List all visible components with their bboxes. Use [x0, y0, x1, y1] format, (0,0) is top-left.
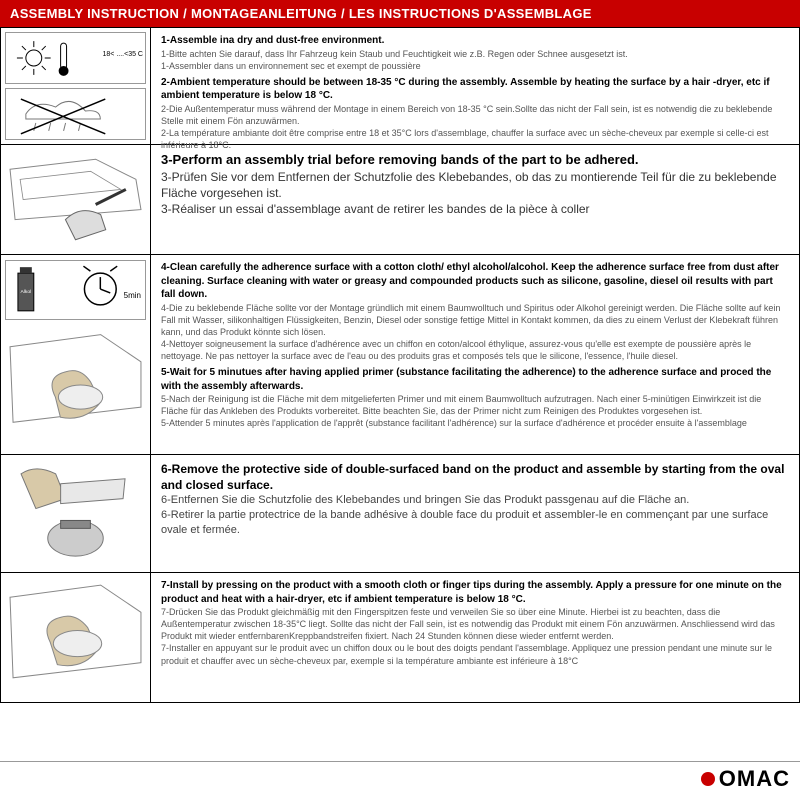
svg-text:Alkol: Alkol	[20, 288, 31, 294]
step-row-5: 7-Install by pressing on the product wit…	[1, 573, 799, 703]
header-bar: ASSEMBLY INSTRUCTION / MONTAGEANLEITUNG …	[0, 0, 800, 27]
sun-thermometer-icon	[6, 33, 145, 83]
timer-label: 5min	[124, 291, 141, 300]
step4-de: 4-Die zu beklebende Fläche sollte vor de…	[161, 302, 789, 338]
step6-de: 6-Entfernen Sie die Schutzfolie des Kleb…	[161, 493, 789, 508]
remove-film-icon	[5, 459, 146, 568]
instruction-sections: 18< ....<35 C 1-Assemble ina dry and dus…	[0, 27, 800, 703]
text-cell-2: 3-Perform an assembly trial before remov…	[151, 145, 799, 254]
step6-fr: 6-Retirer la partie protectrice de la ba…	[161, 508, 789, 538]
text-cell-4: 6-Remove the protective side of double-s…	[151, 455, 799, 572]
step1-fr: 1-Assembler dans un environnement sec et…	[161, 60, 789, 72]
text-cell-3: 4-Clean carefully the adherence surface …	[151, 255, 799, 454]
logo-dot-icon	[701, 772, 715, 786]
illustration-cell-4	[1, 455, 151, 572]
step3-fr: 3-Réaliser un essai d'assemblage avant d…	[161, 201, 789, 217]
press-install-icon	[5, 577, 146, 698]
brand-logo: OMAC	[701, 766, 790, 792]
step6-en: 6-Remove the protective side of double-s…	[161, 461, 789, 493]
step3-en: 3-Perform an assembly trial before remov…	[161, 151, 789, 169]
text-cell-5: 7-Install by pressing on the product wit…	[151, 573, 799, 702]
step2-en: 2-Ambient temperature should be between …	[161, 76, 789, 103]
step5-de: 5-Nach der Reinigung ist die Fläche mit …	[161, 393, 789, 417]
illustration-cell-5	[1, 573, 151, 702]
step1-de: 1-Bitte achten Sie darauf, dass Ihr Fahr…	[161, 48, 789, 60]
trial-fit-icon	[5, 149, 146, 250]
step1-en: 1-Assemble ina dry and dust-free environ…	[161, 34, 789, 48]
footer-divider	[0, 761, 800, 762]
step-row-4: 6-Remove the protective side of double-s…	[1, 455, 799, 573]
cleaning-icon	[5, 324, 146, 450]
step4-en: 4-Clean carefully the adherence surface …	[161, 261, 789, 302]
step-row-1: 18< ....<35 C 1-Assemble ina dry and dus…	[1, 27, 799, 145]
step-row-3: Alkol 5min 4-Clean carefully the adheren	[1, 255, 799, 455]
alcohol-timer-icon: Alkol	[6, 261, 145, 319]
step-row-2: 3-Perform an assembly trial before remov…	[1, 145, 799, 255]
illustration-cell-1: 18< ....<35 C	[1, 28, 151, 144]
text-cell-1: 1-Assemble ina dry and dust-free environ…	[151, 28, 799, 144]
step7-fr: 7-Installer en appuyant sur le produit a…	[161, 642, 789, 666]
temp-range-label: 18< ....<35 C	[103, 51, 143, 58]
header-title: ASSEMBLY INSTRUCTION / MONTAGEANLEITUNG …	[10, 6, 592, 21]
illustration-cell-2	[1, 145, 151, 254]
no-rain-icon	[6, 89, 145, 139]
step5-fr: 5-Attender 5 minutes après l'application…	[161, 417, 789, 429]
illustration-cell-3: Alkol 5min	[1, 255, 151, 454]
step2-de: 2-Die Außentemperatur muss während der M…	[161, 103, 789, 127]
step3-de: 3-Prüfen Sie vor dem Entfernen der Schut…	[161, 169, 789, 201]
step5-en: 5-Wait for 5 minutues after having appli…	[161, 366, 789, 393]
step7-de: 7-Drücken Sie das Produkt gleichmäßig mi…	[161, 606, 789, 642]
step4-fr: 4-Nettoyer soigneusement la surface d'ad…	[161, 338, 789, 362]
logo-text: OMAC	[719, 766, 790, 792]
step7-en: 7-Install by pressing on the product wit…	[161, 579, 789, 606]
